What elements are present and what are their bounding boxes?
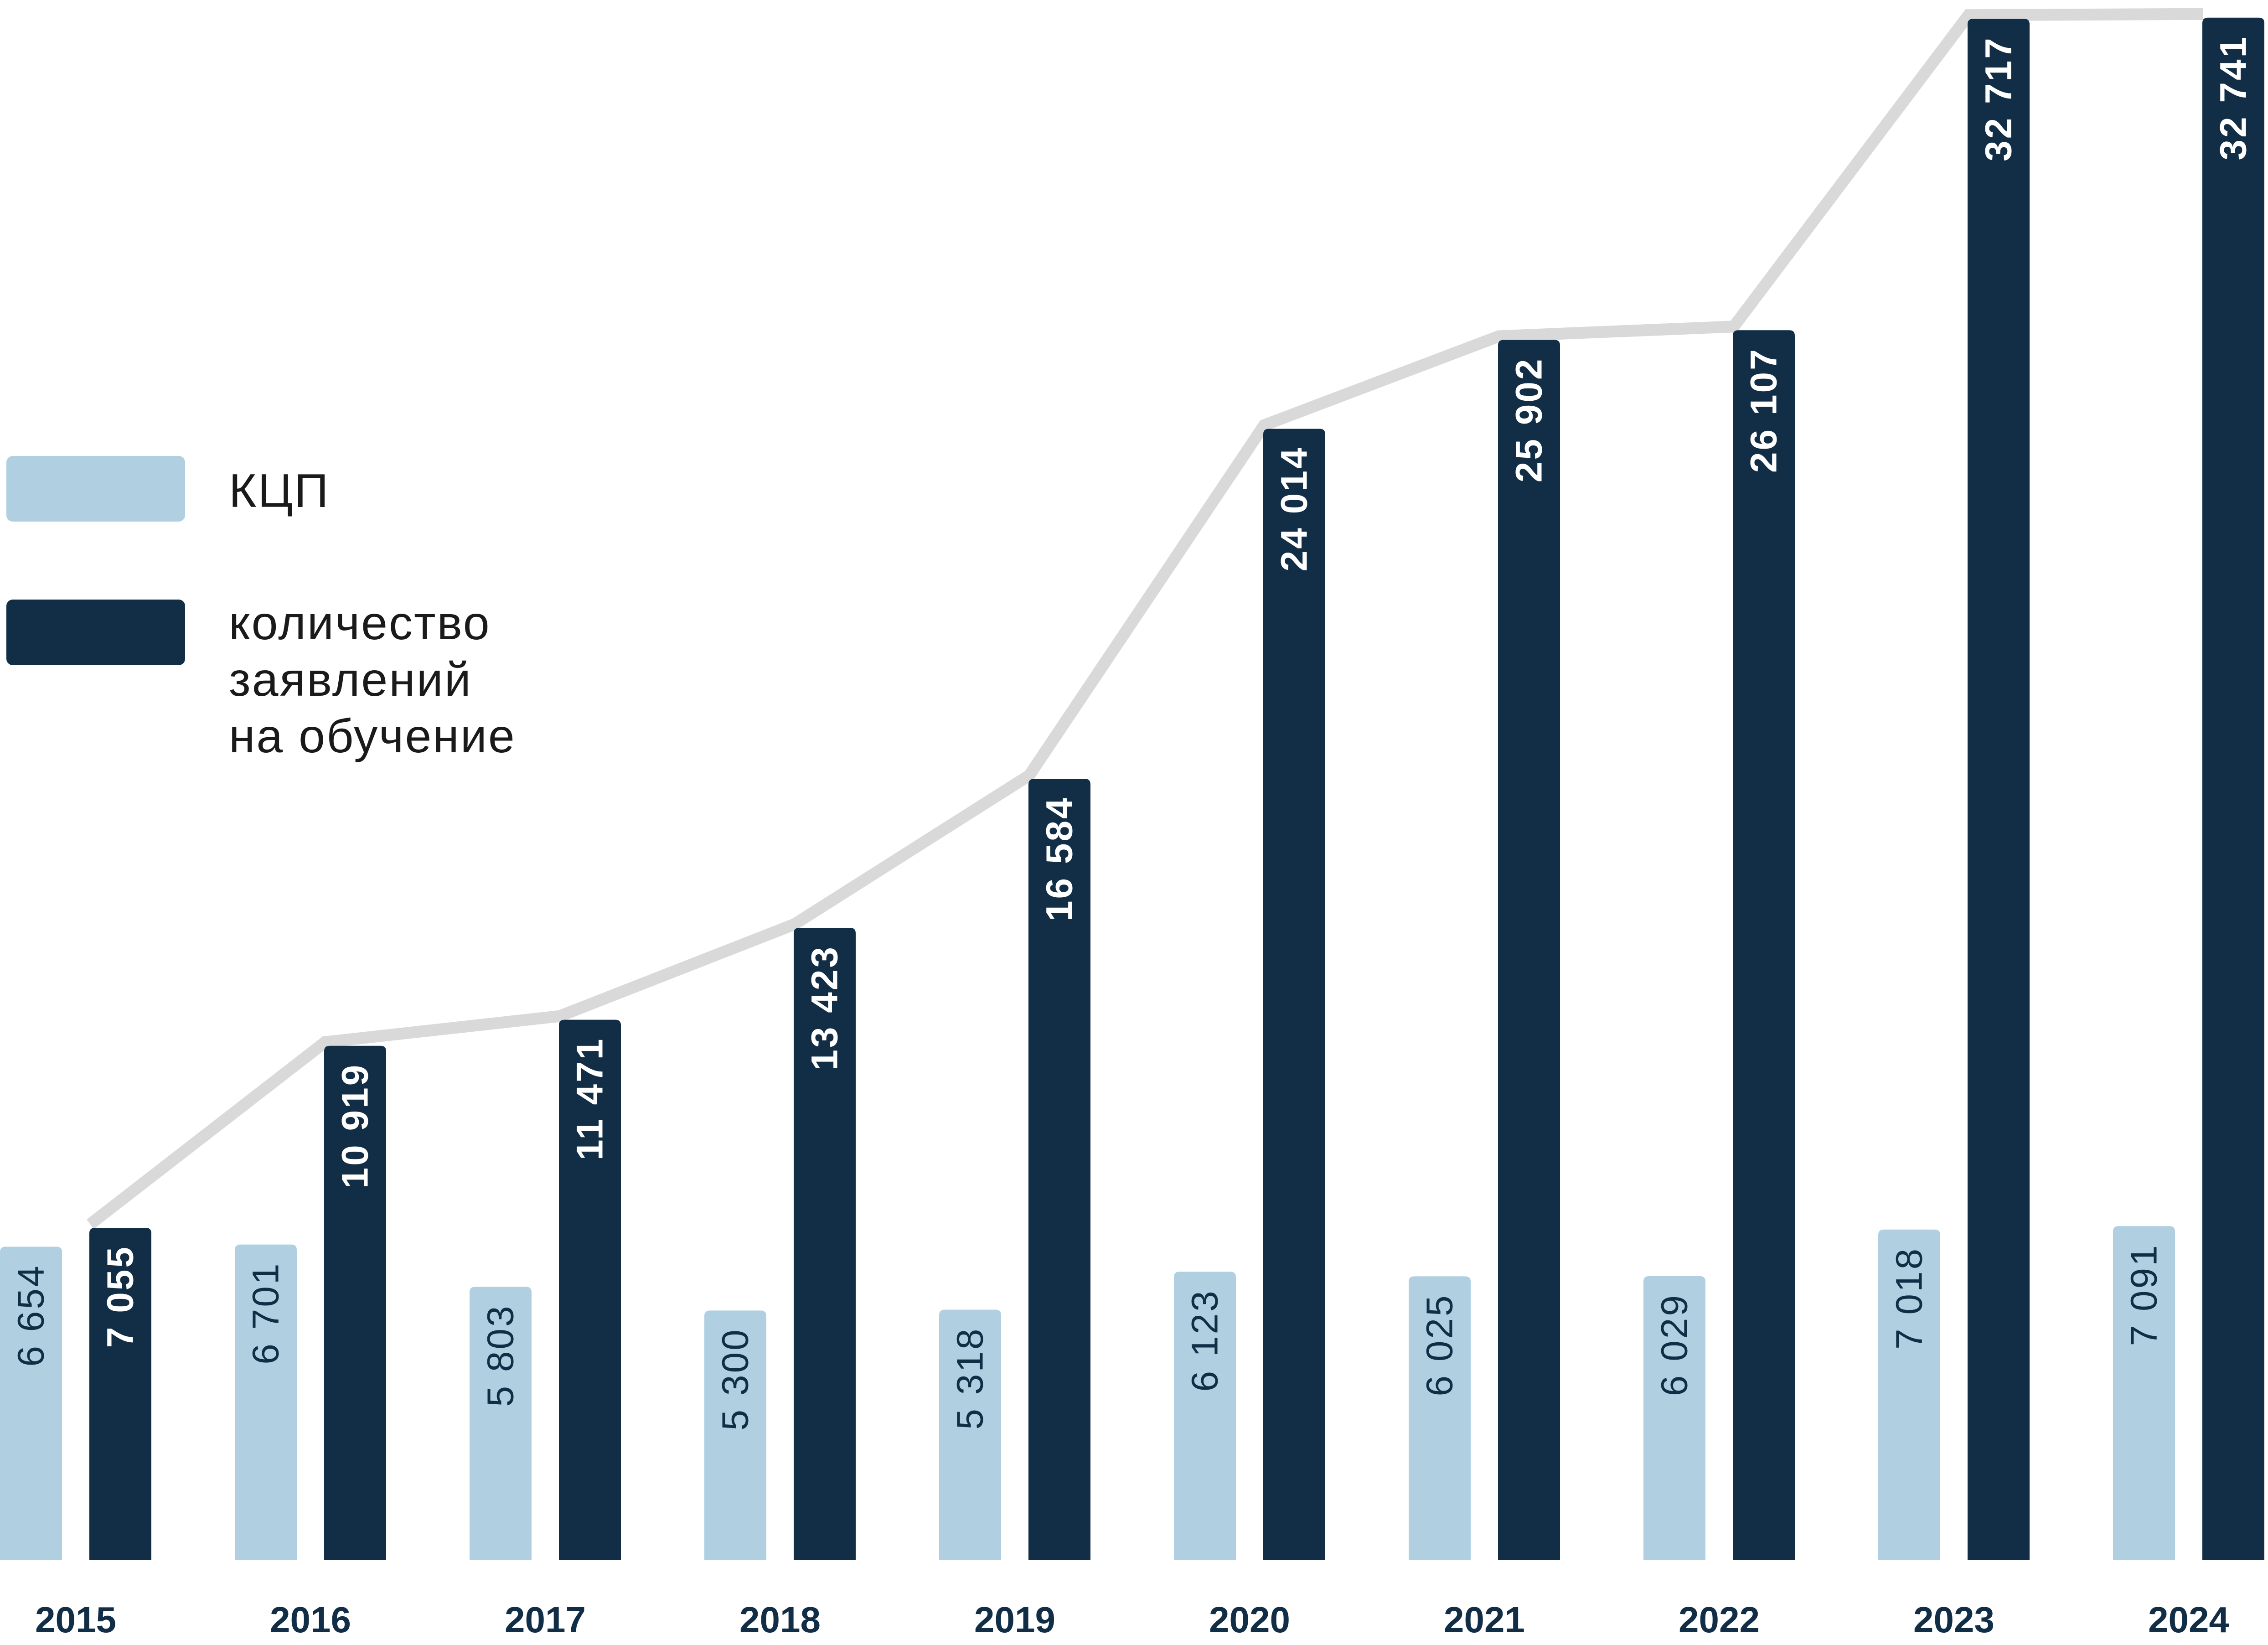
value-label-kcp-2017: 5 803 — [480, 1304, 522, 1407]
value-label-kcp-2020: 6 123 — [1184, 1289, 1226, 1392]
value-label-applications-2015: 7 055 — [100, 1245, 141, 1348]
x-tick-label-2015: 2015 — [35, 1599, 116, 1640]
bar-kcp-2021 — [1409, 1276, 1471, 1560]
value-label-kcp-2021: 6 025 — [1419, 1293, 1461, 1396]
value-label-applications-2020: 24 014 — [1274, 446, 1315, 572]
value-label-applications-2022: 26 107 — [1743, 347, 1785, 473]
value-label-kcp-2019: 5 318 — [950, 1327, 991, 1429]
bar-applications-2017 — [559, 1019, 621, 1560]
value-label-kcp-2024: 7 091 — [2123, 1243, 2165, 1346]
bar-kcp-2018 — [704, 1310, 766, 1560]
value-labels-group: 6 654 7 055 6 701 10 919 5 803 11 471 5 300 13 … — [10, 35, 2254, 1431]
x-tick-label-2019: 2019 — [974, 1599, 1055, 1640]
bar-applications-2023 — [1968, 19, 2030, 1560]
bar-kcp-2020 — [1174, 1272, 1236, 1560]
bar-applications-2019 — [1028, 779, 1090, 1560]
value-label-kcp-2023: 7 018 — [1889, 1247, 1930, 1350]
bar-kcp-2017 — [470, 1287, 532, 1560]
bar-kcp-2024 — [2113, 1226, 2175, 1560]
x-tick-label-2021: 2021 — [1444, 1599, 1525, 1640]
bar-applications-2016 — [324, 1045, 386, 1560]
legend-label-applications: количество заявлений на обучение — [229, 597, 516, 763]
bar-applications-2018 — [794, 927, 856, 1560]
bar-applications-2021 — [1498, 340, 1560, 1561]
value-label-applications-2018: 13 423 — [804, 945, 846, 1071]
value-label-applications-2024: 32 741 — [2213, 35, 2254, 160]
value-label-kcp-2022: 6 029 — [1654, 1293, 1695, 1396]
bar-applications-2024 — [2202, 17, 2264, 1560]
legend-swatch-kcp — [6, 456, 185, 522]
value-label-applications-2021: 25 902 — [1509, 357, 1550, 482]
bar-kcp-2016 — [235, 1244, 297, 1560]
x-tick-label-2020: 2020 — [1209, 1599, 1290, 1640]
bar-applications-2020 — [1263, 429, 1325, 1561]
bar-applications-2015 — [89, 1227, 151, 1560]
x-tick-label-2018: 2018 — [739, 1599, 821, 1640]
x-tick-label-2024: 2024 — [2148, 1599, 2229, 1640]
value-label-applications-2017: 11 471 — [569, 1037, 611, 1160]
value-label-kcp-2018: 5 300 — [715, 1328, 756, 1430]
value-label-kcp-2015: 6 654 — [10, 1264, 52, 1366]
bar-kcp-2022 — [1643, 1276, 1705, 1560]
x-axis-tick-labels: 2015 2016 2017 2018 2019 2020 2021 2022 2023 2024 — [35, 1599, 2229, 1640]
bar-kcp-2015 — [0, 1247, 62, 1560]
bar-kcp-2019 — [939, 1309, 1001, 1560]
bars-group — [0, 17, 2264, 1561]
bar-applications-2022 — [1733, 330, 1795, 1561]
value-label-applications-2016: 10 919 — [335, 1063, 376, 1189]
x-tick-label-2022: 2022 — [1679, 1599, 1760, 1640]
x-tick-label-2017: 2017 — [505, 1599, 586, 1640]
legend-label-kcp: КЦП — [229, 465, 330, 517]
x-tick-label-2023: 2023 — [1913, 1599, 1994, 1640]
x-tick-label-2016: 2016 — [270, 1599, 351, 1640]
bar-kcp-2023 — [1878, 1229, 1940, 1560]
value-label-kcp-2016: 6 701 — [245, 1262, 287, 1365]
value-label-applications-2019: 16 584 — [1039, 796, 1080, 921]
legend-swatch-applications — [6, 600, 185, 665]
trend-line-group — [87, 8, 2204, 1229]
value-label-applications-2023: 32 717 — [1978, 36, 2020, 161]
trend-line — [87, 8, 2204, 1229]
